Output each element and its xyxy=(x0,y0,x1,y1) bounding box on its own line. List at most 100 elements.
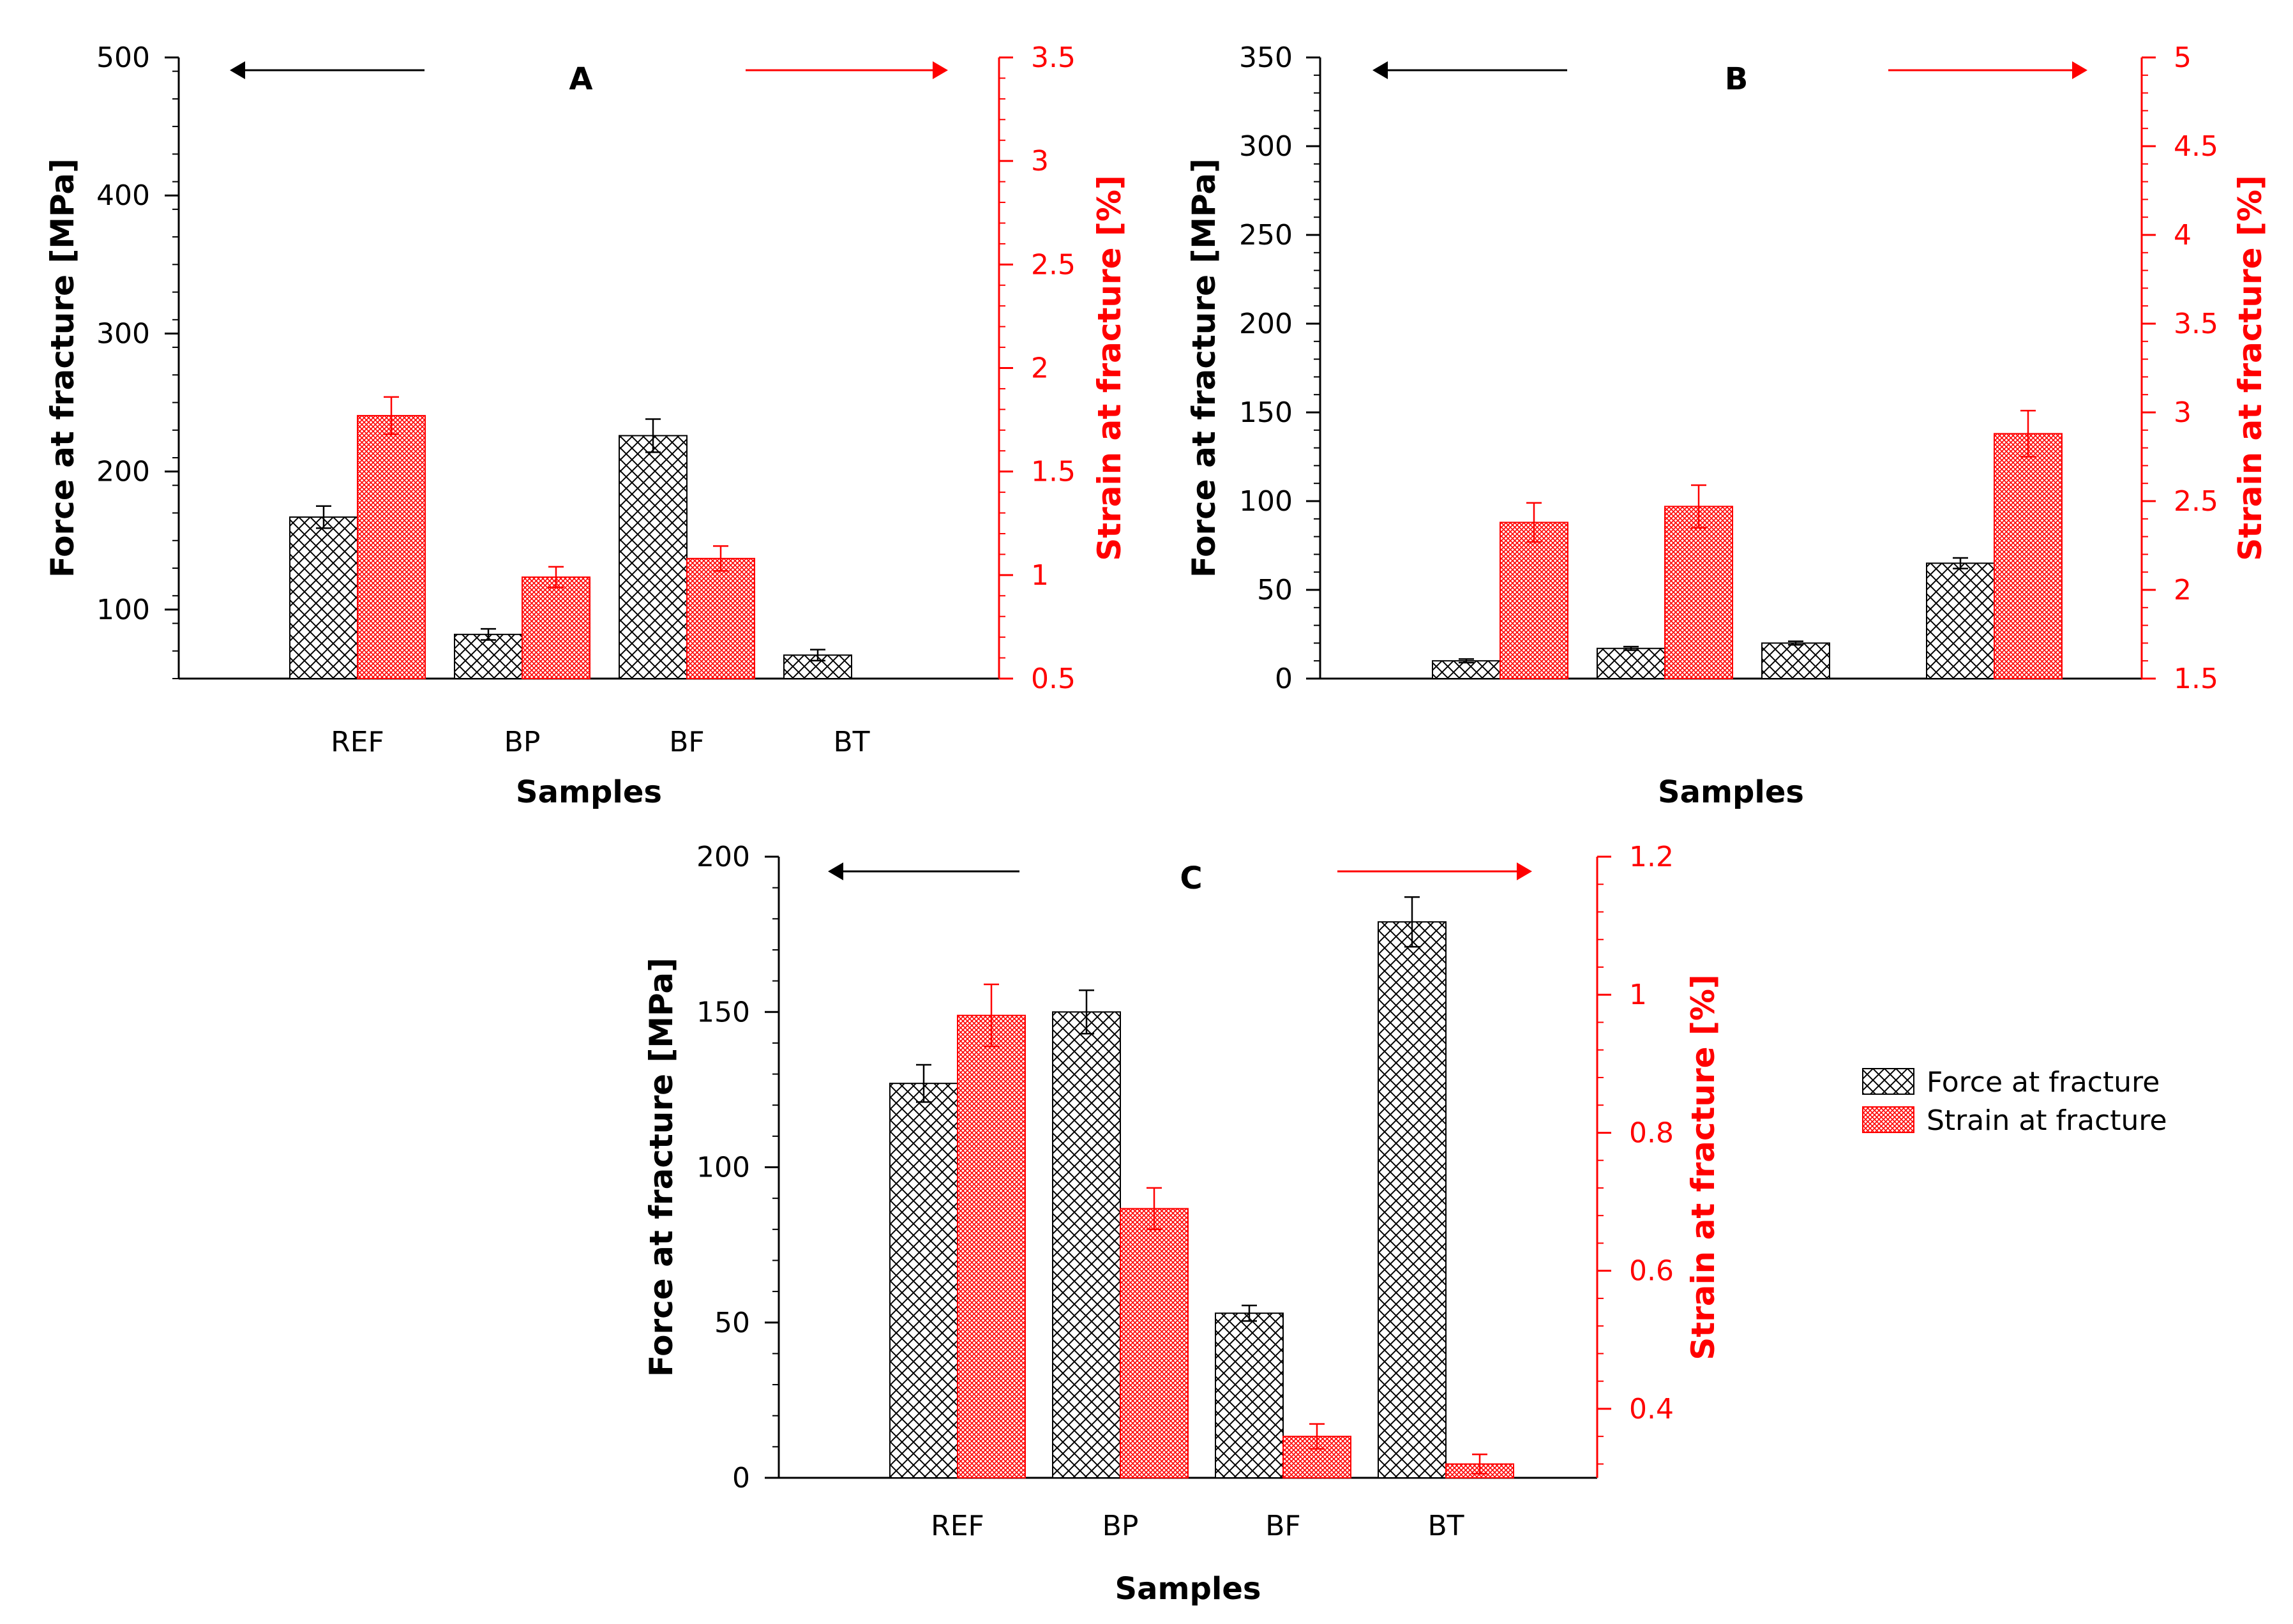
bar-force-ref xyxy=(289,516,358,680)
right-tick-label: 1 xyxy=(1629,979,1647,1011)
right-tick-label: 0.4 xyxy=(1629,1393,1674,1425)
left-tick-label: 350 xyxy=(1239,41,1293,74)
bar-force-bf xyxy=(1215,1312,1284,1479)
right-tick-label: 0.8 xyxy=(1629,1116,1674,1149)
bar-force-cat4 xyxy=(1926,562,1995,679)
panel-c: 0 50 100 150 200 0.4 0.6 0.8 1 1.2 REF BP BF BT C Sampl… xyxy=(643,841,1722,1607)
x-axis-label: Samples xyxy=(1115,1571,1261,1607)
legend-strain-swatch xyxy=(1862,1106,1914,1133)
left-tick-label: 400 xyxy=(96,179,150,212)
errorbar-force xyxy=(481,628,496,641)
errorbar-force xyxy=(1242,1304,1257,1322)
bar-force-cat2 xyxy=(1597,647,1665,679)
left-tick-label: 150 xyxy=(696,996,750,1028)
bar-strain-cat2 xyxy=(1664,506,1733,680)
legend-force-label: Force at fracture xyxy=(1927,1066,2160,1099)
errorbar-force xyxy=(1623,645,1639,651)
left-tick-label: 500 xyxy=(96,41,150,74)
left-tick-label: 200 xyxy=(1239,308,1293,340)
right-tick-label: 4 xyxy=(2174,219,2192,252)
bar-force-ref xyxy=(889,1083,958,1478)
errorbar-strain xyxy=(984,983,999,1048)
bar-force-bt xyxy=(1378,921,1447,1479)
right-tick-label: 0.5 xyxy=(1031,663,1076,695)
left-tick-label: 300 xyxy=(1239,130,1293,163)
y-axis-label: Force at fracture [MPa] xyxy=(44,158,81,578)
bar-strain-bp xyxy=(1120,1208,1189,1479)
right-tick-label: 3 xyxy=(2174,396,2192,429)
left-tick-label: 0 xyxy=(732,1462,750,1494)
left-tick-label: 100 xyxy=(96,594,150,626)
legend: Force at fracture Strain at fracture xyxy=(1862,1066,2167,1137)
panel-title: B xyxy=(1725,61,1748,97)
right-tick-label: 1.5 xyxy=(1031,456,1076,488)
right-tick-label: 1 xyxy=(1031,559,1049,592)
legend-strain-label: Strain at fracture xyxy=(1927,1104,2167,1137)
category-label: BT xyxy=(833,726,869,758)
errorbar-strain xyxy=(1309,1423,1325,1450)
right-tick-label: 3.5 xyxy=(2174,308,2218,340)
right-tick-label: 3 xyxy=(1031,145,1049,177)
errorbar-force xyxy=(316,505,331,529)
errorbar-strain xyxy=(1526,502,1542,543)
arrowhead-left-icon xyxy=(230,61,245,79)
bar-force-bp xyxy=(454,633,523,680)
errorbar-force xyxy=(1788,640,1803,646)
bar-strain-bf xyxy=(686,557,755,679)
category-label: BT xyxy=(1427,1510,1464,1542)
right-tick-label: 1.5 xyxy=(2174,663,2218,695)
left-tick-label: 200 xyxy=(696,841,750,873)
y-axis-label: Force at fracture [MPa] xyxy=(1185,158,1222,578)
left-tick-label: 200 xyxy=(96,456,150,488)
bar-force-bp xyxy=(1052,1011,1121,1478)
bar-force-bf xyxy=(619,435,688,680)
arrowhead-right-icon xyxy=(1517,862,1532,880)
arrowhead-right-icon xyxy=(933,61,948,79)
bar-strain-bp xyxy=(522,576,590,679)
bar-force-cat1 xyxy=(1432,660,1501,679)
errorbar-force xyxy=(1079,989,1094,1035)
arrowhead-left-icon xyxy=(1372,61,1388,79)
right-tick-label: 3.5 xyxy=(1031,41,1076,74)
errorbar-force xyxy=(645,418,661,453)
errorbar-force xyxy=(1953,557,1968,569)
panel-title: C xyxy=(1180,861,1202,896)
errorbar-strain xyxy=(384,396,399,435)
y-axis-label: Force at fracture [MPa] xyxy=(643,958,680,1377)
errorbar-strain xyxy=(1472,1453,1487,1475)
arrowhead-left-icon xyxy=(828,862,843,880)
left-tick-label: 50 xyxy=(714,1307,750,1339)
arrowhead-right-icon xyxy=(2072,61,2087,79)
errorbar-force xyxy=(810,649,825,662)
bar-strain-cat4 xyxy=(1994,433,2063,679)
category-label: BP xyxy=(504,726,541,758)
x-axis-label: Samples xyxy=(1658,774,1804,810)
right-tick-label: 4.5 xyxy=(2174,130,2218,163)
errorbar-strain xyxy=(2020,409,2036,458)
bar-force-cat3 xyxy=(1761,642,1830,680)
right-tick-label: 2.5 xyxy=(1031,248,1076,281)
panel-a: 100 200 300 400 500 0.5 1 1.5 2 2.5 3 3.5 REF BP BF BT A… xyxy=(44,41,1128,810)
right-tick-label: 2 xyxy=(2174,574,2192,606)
left-tick-label: 0 xyxy=(1275,663,1293,695)
left-tick-label: 100 xyxy=(696,1152,750,1184)
category-label: REF xyxy=(331,726,384,758)
left-tick-label: 250 xyxy=(1239,219,1293,252)
errorbar-strain xyxy=(1691,484,1706,529)
y-axis-right-label: Strain at fracture [%] xyxy=(1091,175,1128,561)
errorbar-strain xyxy=(713,545,728,572)
left-tick-label: 100 xyxy=(1239,485,1293,518)
right-tick-label: 0.6 xyxy=(1629,1255,1674,1288)
right-tick-label: 1.2 xyxy=(1629,841,1674,873)
errorbar-strain xyxy=(1146,1187,1162,1231)
errorbar-force xyxy=(916,1064,931,1103)
category-label: BF xyxy=(1265,1510,1301,1542)
legend-force-swatch xyxy=(1862,1068,1914,1095)
category-label: BP xyxy=(1102,1510,1139,1542)
right-tick-label: 2.5 xyxy=(2174,485,2218,518)
errorbar-strain xyxy=(548,566,564,589)
errorbar-force xyxy=(1459,658,1474,664)
right-tick-label: 2 xyxy=(1031,352,1049,385)
right-tick-label: 5 xyxy=(2174,41,2192,74)
